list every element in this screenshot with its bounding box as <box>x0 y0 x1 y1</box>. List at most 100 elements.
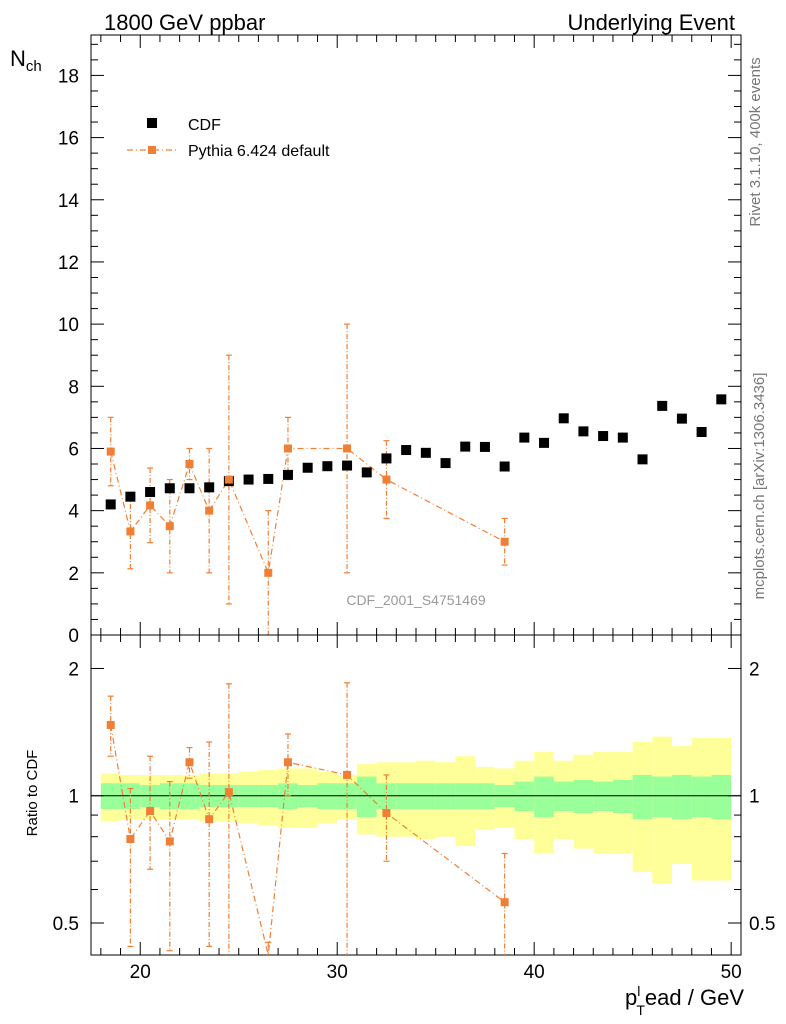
ratio-y-tick-label-right: 2 <box>749 659 760 680</box>
x-axis-label: pl Tead / GeV <box>625 983 744 1018</box>
ratio-ylabel: Ratio to CDF <box>24 750 41 837</box>
cdf-point <box>105 499 116 510</box>
ratio-y-tick-label-right: 1 <box>749 787 760 808</box>
cdf-point <box>440 458 451 469</box>
cdf-point <box>617 432 628 443</box>
ratio-point <box>205 815 214 824</box>
analysis-label: CDF_2001_S4751469 <box>346 592 486 608</box>
main-y-tick-label: 14 <box>58 191 80 212</box>
ratio-x-tick-label: 40 <box>524 962 545 983</box>
main-y-tick-label: 4 <box>68 502 79 523</box>
cdf-point <box>243 474 254 485</box>
ratio-point <box>283 758 292 767</box>
ratio-band-inner <box>553 781 574 812</box>
cdf-point <box>125 491 136 502</box>
main-y-axis: 0 2 4 6 8 10 12 14 16 18 <box>58 43 741 647</box>
pythia-point <box>343 444 352 453</box>
ratio-band-inner <box>632 774 653 820</box>
pythia-point <box>165 522 174 531</box>
ratio-point <box>343 770 352 779</box>
main-y-tick-label: 18 <box>58 66 79 87</box>
main-ylabel-base: N <box>10 46 26 71</box>
x-axis-label-sub: T <box>636 1002 645 1018</box>
ratio-series-layer <box>106 682 509 956</box>
ratio-band-inner <box>672 774 692 820</box>
main-x-axis <box>100 35 732 635</box>
header-left-title: 1800 GeV ppbar <box>104 10 265 35</box>
cdf-point <box>578 426 589 437</box>
main-y-tick-label: 16 <box>58 129 79 150</box>
cdf-point <box>696 426 707 437</box>
cdf-point <box>420 447 431 458</box>
ratio-band-inner <box>593 781 613 812</box>
cdf-point <box>598 431 609 442</box>
cdf-point <box>558 413 569 424</box>
main-ylabel: Nch <box>10 46 42 75</box>
cdf-point <box>145 486 156 497</box>
ratio-point <box>165 837 174 846</box>
pythia-point <box>264 568 273 577</box>
ratio-x-tick-label: 30 <box>327 962 348 983</box>
ratio-x-axis: 20 30 40 50 <box>100 635 742 983</box>
ratio-point <box>224 788 233 797</box>
pythia-point <box>185 460 194 469</box>
ratio-band-inner <box>573 779 594 814</box>
ratio-line <box>110 724 505 956</box>
cdf-point <box>302 462 313 473</box>
pythia-point <box>205 506 214 515</box>
cdf-point <box>460 441 471 452</box>
ratio-band-inner <box>711 774 732 820</box>
cdf-point <box>657 400 668 411</box>
ratio-bands-layer <box>91 736 741 884</box>
pythia-point <box>283 444 292 453</box>
cdf-point <box>637 454 648 465</box>
ratio-band-inner <box>691 776 712 818</box>
pythia-point <box>500 537 509 546</box>
ratio-x-tick-label: 20 <box>130 962 151 983</box>
cdf-point <box>381 453 392 464</box>
ratio-band-inner <box>356 776 377 818</box>
pythia-line <box>110 447 505 575</box>
main-y-tick-label: 2 <box>68 564 79 585</box>
legend: CDF Pythia 6.424 default <box>127 117 330 160</box>
cdf-point <box>322 461 333 472</box>
ratio-point <box>500 898 509 907</box>
ratio-y-tick-label: 0.5 <box>53 914 79 935</box>
x-axis-label-base: p <box>625 985 637 1010</box>
ratio-band-inner <box>612 779 633 814</box>
cdf-point <box>282 469 293 480</box>
main-series-layer <box>105 323 727 635</box>
main-ylabel-sub: ch <box>26 58 42 75</box>
x-axis-label-sup: l <box>637 983 640 999</box>
main-y-tick-label: 10 <box>58 315 79 336</box>
ratio-y-axis: 0.5 0.5 1 1 2 2 <box>53 659 776 935</box>
legend-cdf-marker <box>147 118 157 128</box>
cdf-point <box>499 461 510 472</box>
cdf-point <box>539 437 550 448</box>
rivet-label: Rivet 3.1.10, 400k events <box>747 57 764 226</box>
ratio-band-inner <box>514 781 535 812</box>
ratio-x-tick-label: 50 <box>721 962 742 983</box>
main-y-tick-label: 6 <box>68 439 79 460</box>
pythia-point <box>382 475 391 484</box>
legend-pythia-label: Pythia 6.424 default <box>188 143 330 160</box>
ratio-y-tick-label: 2 <box>68 659 79 680</box>
pythia-point <box>224 475 233 484</box>
cdf-point <box>716 394 727 405</box>
cdf-point <box>184 483 195 494</box>
ratio-point <box>382 809 391 818</box>
legend-cdf-label: CDF <box>188 117 221 134</box>
cdf-point <box>164 483 175 494</box>
cdf-point <box>479 441 490 452</box>
ratio-point <box>146 807 155 816</box>
main-y-tick-label: 8 <box>68 377 79 398</box>
x-axis-label-rest: ead / GeV <box>645 985 744 1010</box>
cdf-point <box>676 413 687 424</box>
mcplots-label: mcplots.cern.ch [arXiv:1306.3436] <box>751 373 768 600</box>
cdf-point <box>361 467 372 478</box>
cdf-point <box>401 445 412 456</box>
ratio-point <box>126 835 135 844</box>
ratio-y-tick-label: 1 <box>68 787 79 808</box>
ratio-band-inner <box>652 776 673 818</box>
